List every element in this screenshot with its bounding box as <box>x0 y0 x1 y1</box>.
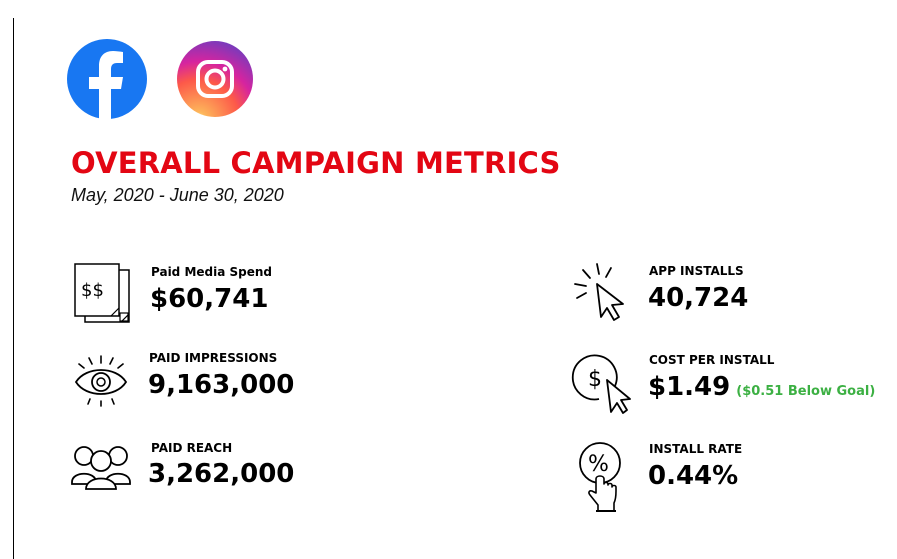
people-group-icon <box>71 446 131 490</box>
instagram-logo-icon <box>177 41 253 117</box>
documents-dollar-icon: $$ <box>74 263 130 323</box>
metric-value: 40,724 <box>648 283 749 313</box>
metric-value-row: $1.49 ($0.51 Below Goal) <box>648 372 875 402</box>
metric-label: INSTALL RATE <box>649 442 743 456</box>
goal-note: ($0.51 Below Goal) <box>736 384 876 399</box>
metric-value: 9,163,000 <box>148 370 295 400</box>
page-title: OVERALL CAMPAIGN METRICS <box>71 146 561 180</box>
metric-value: 0.44% <box>648 461 739 491</box>
facebook-logo-icon <box>67 39 147 120</box>
metric-label: Paid Media Spend <box>151 265 273 279</box>
metric-value: $1.49 <box>648 372 731 402</box>
metric-value: $60,741 <box>150 284 269 314</box>
eye-icon <box>74 355 128 407</box>
metric-label: APP INSTALLS <box>649 264 744 278</box>
dollar-cursor-icon: $ <box>571 354 631 414</box>
metric-label: COST PER INSTALL <box>649 353 775 367</box>
metric-value: 3,262,000 <box>148 459 295 489</box>
metric-label: PAID REACH <box>151 441 233 455</box>
svg-text:%: % <box>588 452 609 477</box>
metric-label: PAID IMPRESSIONS <box>149 351 278 365</box>
cursor-click-icon <box>574 263 624 321</box>
svg-text:$: $ <box>588 367 602 392</box>
left-border-line <box>13 18 14 559</box>
date-range: May, 2020 - June 30, 2020 <box>71 185 284 205</box>
svg-text:$$: $$ <box>81 280 104 301</box>
percent-tap-icon: % <box>579 442 621 512</box>
